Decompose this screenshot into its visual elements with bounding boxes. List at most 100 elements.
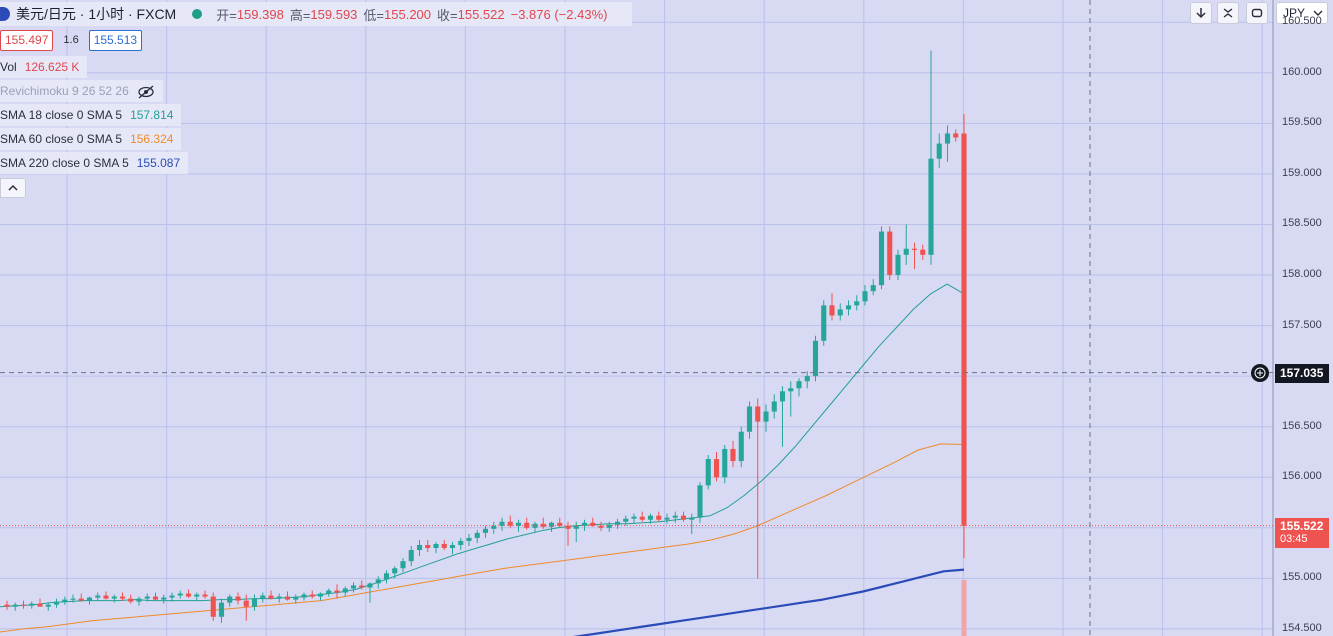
- price-axis-tick-label: 160.500: [1282, 15, 1322, 28]
- price-axis-tick-label: 154.500: [1282, 621, 1322, 634]
- sma18-line: [0, 283, 965, 608]
- indicator-ichimoku[interactable]: Revichimoku 9 26 52 26: [0, 80, 163, 102]
- candle-body: [392, 568, 398, 574]
- chart-grid: [0, 0, 1274, 636]
- fullscreen-icon: [1251, 8, 1263, 18]
- candle-body: [29, 603, 35, 606]
- bid-price-button[interactable]: 155.497: [0, 29, 54, 51]
- candle-body: [408, 550, 414, 562]
- low-value: 155.200: [384, 6, 432, 22]
- candle-body: [689, 517, 695, 520]
- candle-body: [161, 597, 167, 600]
- candle-body: [656, 515, 662, 520]
- bid-ask-row: 155.497 1.6 155.513: [0, 28, 150, 52]
- candle-body: [474, 532, 480, 538]
- candle-body: [334, 590, 340, 593]
- candle-body: [928, 158, 934, 255]
- candle-body: [284, 596, 291, 600]
- candle-body: [705, 459, 711, 486]
- currency-selector[interactable]: JPY: [1276, 2, 1328, 24]
- price-axis-tick-label: 156.500: [1282, 419, 1322, 432]
- candle-body: [961, 133, 967, 526]
- indicator-volume[interactable]: Vol 126.625 K: [0, 56, 88, 78]
- candle-body: [672, 515, 678, 518]
- hidden-eye-icon[interactable]: [137, 85, 155, 99]
- indicator-sma18[interactable]: SMA 18 close 0 SMA 5 157.814: [0, 104, 182, 126]
- candle-body: [350, 585, 357, 589]
- price-axis-tick-label: 158.500: [1282, 217, 1322, 230]
- candle-body: [722, 448, 728, 478]
- candle-body: [697, 485, 703, 518]
- candle-body: [524, 522, 530, 528]
- candle-body: [895, 254, 901, 276]
- candle-body: [804, 376, 810, 382]
- indicator-label: SMA 18 close 0 SMA 5: [0, 108, 123, 122]
- crosshair-price-label: 157.035: [1275, 363, 1329, 383]
- candle-body: [573, 525, 579, 529]
- candle-body: [227, 596, 233, 603]
- market-status-icon: [192, 9, 203, 19]
- candle-body: [763, 411, 769, 422]
- candle-body: [557, 522, 563, 526]
- candle-body: [911, 248, 918, 250]
- candle-body: [862, 291, 868, 302]
- indicator-sma60[interactable]: SMA 60 close 0 SMA 5 156.324: [0, 128, 182, 150]
- indicator-label: Revichimoku 9 26 52 26: [0, 84, 129, 98]
- collapse-button[interactable]: [1217, 2, 1239, 24]
- candle-body: [251, 598, 258, 607]
- high-value: 159.593: [310, 6, 358, 22]
- price-axis-tick-label: 156.000: [1282, 470, 1322, 483]
- candle-body: [854, 301, 860, 306]
- candle-body: [243, 600, 249, 607]
- candle-body: [367, 583, 373, 588]
- price-axis-tick-label: 160.000: [1282, 65, 1322, 78]
- volume-bars: [961, 580, 967, 636]
- symbol-title[interactable]: 美元/日元 · 1小时 · FXCM: [16, 6, 177, 22]
- spread-value: 1.6: [63, 34, 79, 46]
- candle-body: [4, 604, 10, 607]
- chart-overlays: [0, 0, 1273, 636]
- candle-body: [491, 525, 497, 529]
- candle-body: [359, 585, 365, 588]
- indicator-sma220[interactable]: SMA 220 close 0 SMA 5 155.087: [0, 152, 189, 174]
- candle-body: [920, 249, 926, 255]
- candle-body: [235, 596, 241, 601]
- candle-body: [177, 593, 183, 596]
- candle-body: [260, 595, 266, 599]
- scroll-down-button[interactable]: [1190, 2, 1212, 24]
- candle-body: [515, 522, 522, 526]
- candle-body: [119, 596, 126, 599]
- candle-body: [639, 516, 645, 520]
- candle-body: [944, 133, 951, 144]
- candle-body: [779, 391, 786, 402]
- candle-body: [837, 309, 843, 316]
- candle-body: [218, 602, 225, 617]
- candle-body: [771, 401, 777, 412]
- collapse-legend-button[interactable]: [0, 178, 26, 198]
- candle-body: [45, 604, 51, 607]
- candle-body: [400, 561, 406, 569]
- candle-body: [887, 231, 893, 276]
- add-alert-icon[interactable]: [1251, 363, 1269, 382]
- candle-body: [581, 522, 588, 526]
- candle-body: [326, 590, 332, 594]
- indicator-label: SMA 60 close 0 SMA 5: [0, 132, 123, 146]
- indicator-value: 155.087: [136, 156, 181, 170]
- candle-body: [383, 573, 390, 580]
- price-axis-tick-label: 159.500: [1282, 116, 1322, 129]
- candle-body: [416, 544, 423, 551]
- candle-body: [713, 459, 720, 478]
- candle-body: [730, 448, 736, 462]
- candle-body: [70, 598, 76, 600]
- candle-body: [903, 248, 909, 255]
- change-value: −3.876 (−2.43%): [510, 6, 608, 22]
- candle-body: [152, 596, 159, 600]
- bar-countdown: 03:45: [1280, 532, 1308, 545]
- symbol-logo-icon: [0, 7, 10, 21]
- fullscreen-button[interactable]: [1246, 2, 1268, 24]
- indicator-value: 126.625 K: [24, 60, 80, 74]
- candle-body: [598, 525, 604, 528]
- candle-body: [210, 596, 216, 617]
- ask-price-button[interactable]: 155.513: [88, 29, 143, 51]
